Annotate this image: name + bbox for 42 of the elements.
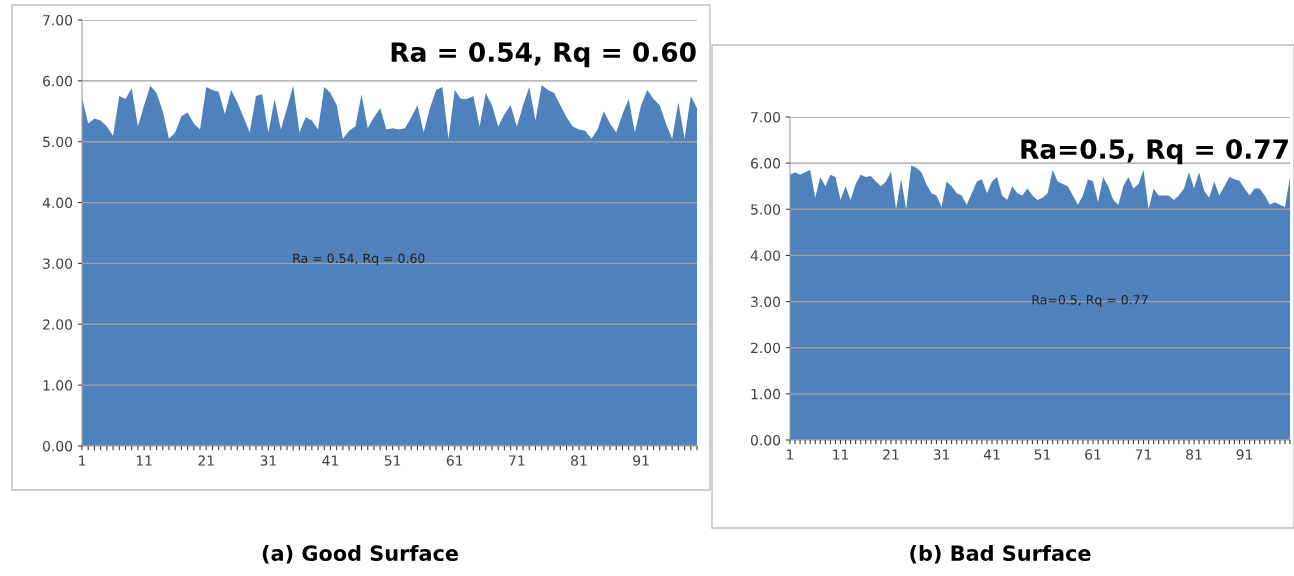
y-tick-label: 2.00 — [751, 342, 781, 354]
x-tick-label: 61 — [1085, 449, 1101, 460]
y-tick-label: 5.00 — [751, 204, 781, 215]
x-tick-label: 81 — [1186, 449, 1202, 460]
y-tick-label: 2.00 — [43, 319, 73, 330]
x-tick-label: 81 — [571, 455, 587, 466]
y-tick-label: 6.00 — [43, 75, 73, 87]
x-tick-label: 91 — [1236, 449, 1253, 460]
y-tick-label: 4.00 — [750, 250, 781, 261]
x-tick-label: 61 — [446, 455, 463, 466]
y-tick-label: 5.00 — [43, 136, 73, 148]
y-tick-label: 0.00 — [42, 440, 73, 452]
x-tick-label: 1 — [79, 455, 86, 466]
y-tick-label: 0.00 — [750, 434, 781, 446]
x-tick-label: 21 — [198, 455, 214, 466]
y-tick-label: 1.00 — [751, 388, 781, 400]
text: Ra=0.5, Rq = 0.77 — [1021, 139, 1288, 165]
y-tick-label: 7.00 — [751, 111, 781, 123]
x-tick-label: 11 — [136, 455, 152, 466]
x-tick-label: 1 — [787, 449, 794, 460]
text: (a) Good Surface — [262, 544, 458, 564]
x-tick-label: 71 — [1135, 449, 1152, 460]
y-tick-label: 6.00 — [751, 158, 781, 169]
x-tick-label: 51 — [384, 455, 401, 466]
y-tick-label: 3.00 — [43, 258, 73, 269]
x-tick-label: 41 — [983, 449, 1000, 460]
x-tick-label: 91 — [633, 455, 649, 466]
x-tick-label: 71 — [509, 455, 525, 466]
y-tick-label: 3.00 — [751, 296, 781, 308]
text: (b) Bad Surface — [910, 544, 1091, 564]
x-tick-label: 31 — [260, 455, 276, 466]
text: Ra = 0.54, Rq = 0.60 — [391, 42, 696, 68]
y-tick-label: 4.00 — [42, 197, 73, 209]
y-tick-label: 1.00 — [43, 380, 73, 391]
x-tick-label: 21 — [883, 449, 899, 460]
y-tick-label: 7.00 — [43, 14, 73, 26]
x-tick-label: 51 — [1034, 449, 1051, 460]
x-tick-label: 41 — [322, 455, 339, 466]
annotation: Ra=0.5, Rq = 0.77 — [1032, 295, 1148, 307]
annotation: Ra = 0.54, Rq = 0.60 — [293, 253, 425, 266]
x-tick-label: 11 — [833, 449, 849, 460]
x-tick-label: 31 — [933, 449, 950, 460]
